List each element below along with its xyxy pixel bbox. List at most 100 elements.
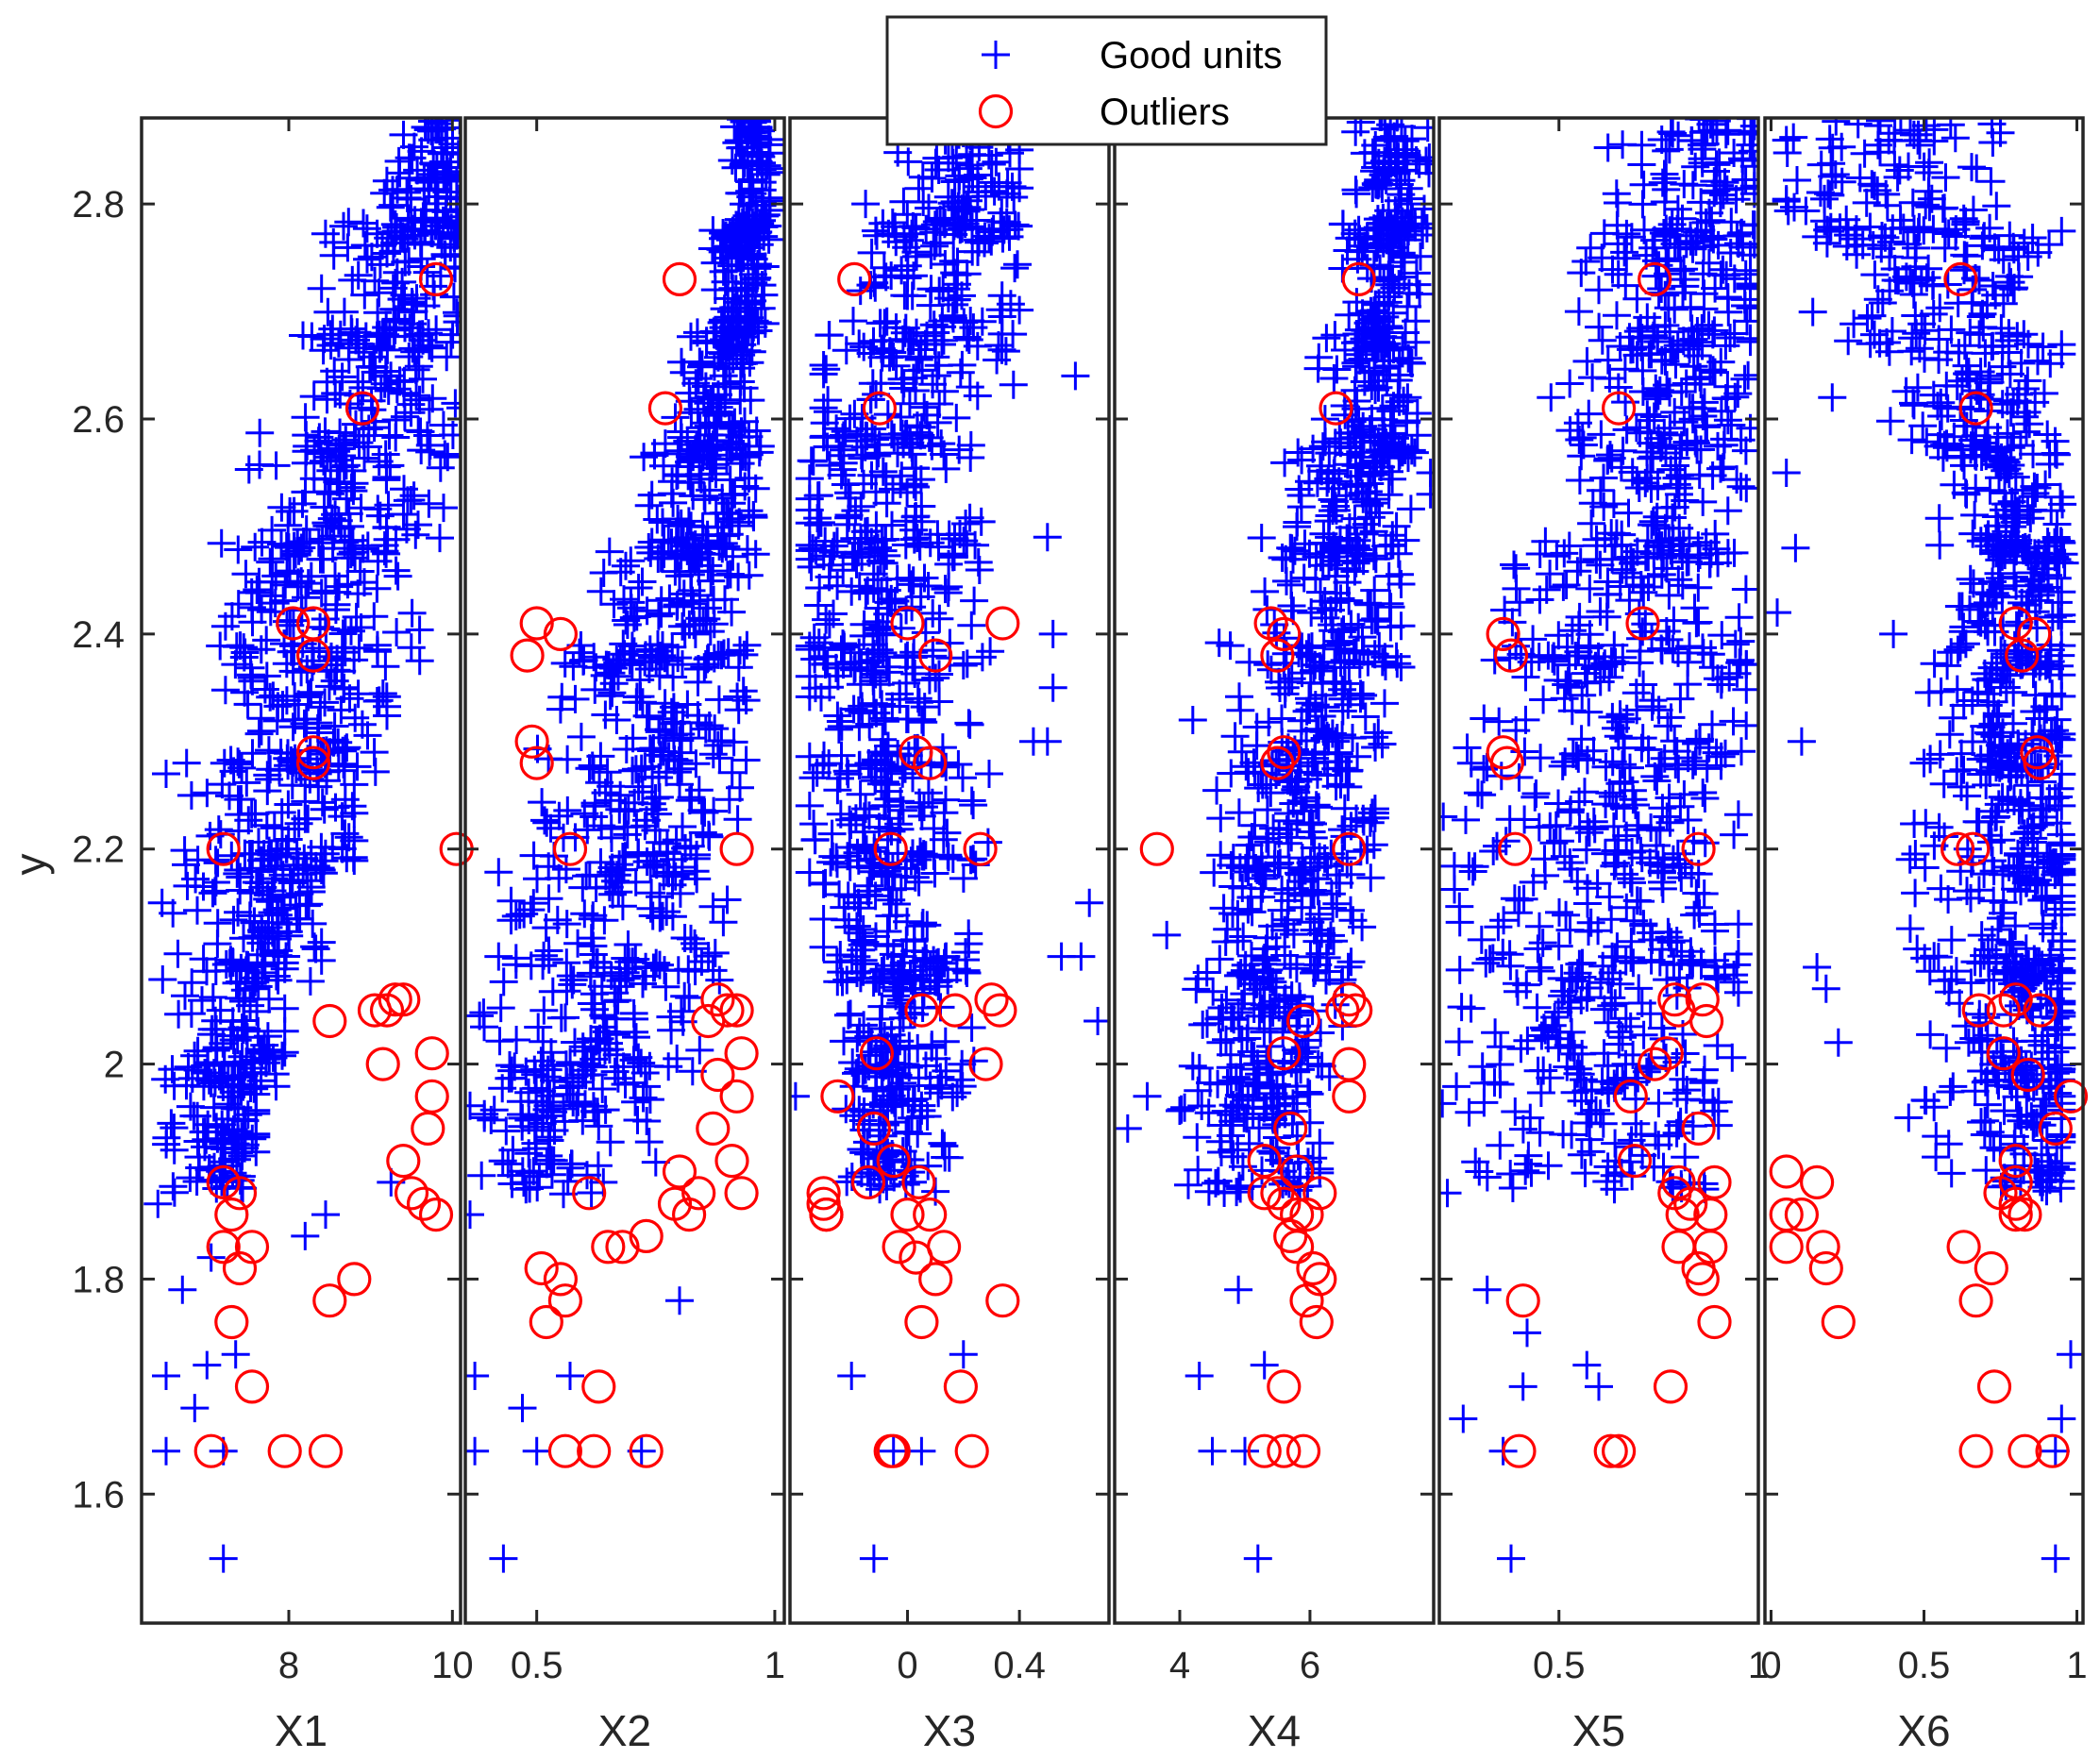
good-unit-marker [224,856,253,884]
good-unit-marker [1636,918,1665,947]
good-unit-marker [922,967,951,997]
good-unit-marker [1202,776,1232,805]
good-unit-marker [742,416,771,445]
good-unit-marker [957,611,986,640]
good-unit-marker [329,749,359,779]
good-unit-marker [946,358,975,387]
good-unit-marker [878,209,907,237]
good-unit-marker [1525,540,1554,568]
good-unit-marker [906,582,935,611]
good-unit-marker [291,1221,320,1250]
good-unit-marker [1639,562,1669,591]
good-unit-marker [1574,917,1603,946]
good-unit-marker [1593,345,1622,375]
outlier-marker [365,1047,400,1081]
good-unit-marker [298,909,328,938]
good-unit-marker [755,154,784,183]
good-unit-marker [1694,248,1723,277]
good-unit-marker [1360,337,1389,366]
good-unit-marker [1178,706,1207,734]
good-unit-marker [921,148,950,177]
good-unit-marker [443,301,461,330]
good-unit-marker [1708,453,1738,481]
good-unit-marker [1701,916,1729,946]
outlier-marker [1267,1433,1302,1468]
good-unit-marker [1597,905,1626,934]
good-unit-marker [709,908,738,937]
good-unit-marker [1529,685,1558,714]
good-unit-marker [736,386,765,415]
good-unit-marker [1061,361,1090,391]
good-unit-marker [502,1026,531,1054]
good-unit-marker [1612,893,1641,922]
good-unit-marker [1688,779,1718,807]
good-unit-marker [1334,952,1363,981]
good-unit-marker [1677,314,1706,343]
good-unit-marker [1300,915,1329,945]
good-unit-marker [1590,649,1620,678]
good-unit-marker [160,1135,189,1164]
good-unit-marker [1606,707,1635,736]
good-unit-marker [1447,993,1476,1022]
good-unit-marker [1648,794,1677,823]
good-unit-marker [263,965,293,995]
good-unit-marker [1003,250,1032,279]
good-unit-marker [1647,275,1676,303]
good-unit-marker [183,846,212,875]
good-unit-marker [1635,406,1664,435]
good-unit-marker [268,861,297,890]
good-unit-marker [962,206,991,235]
good-unit-marker [1723,379,1753,409]
good-unit-marker [1635,340,1664,369]
good-unit-marker [152,1436,180,1466]
good-unit-marker [928,330,956,359]
good-unit-marker [241,532,270,561]
good-unit-marker [1618,776,1647,805]
outlier-marker [543,1262,579,1297]
good-unit-marker [206,996,235,1025]
good-unit-marker [667,347,696,377]
good-unit-marker [311,219,340,248]
good-unit-marker [484,942,513,971]
good-unit-marker [258,515,287,544]
good-unit-marker [595,537,624,566]
good-unit-marker [1463,779,1492,808]
good-unit-marker [1481,1018,1510,1047]
good-unit-marker [446,162,461,192]
good-unit-marker [870,704,899,733]
good-unit-marker [347,710,377,739]
good-unit-marker [246,716,276,745]
good-unit-marker [1571,835,1601,864]
good-unit-marker [1642,384,1671,413]
good-unit-marker [1662,1118,1691,1148]
good-unit-marker [344,633,374,662]
good-unit-marker [1178,1051,1207,1081]
good-unit-marker [1571,247,1601,276]
outlier-marker [1267,616,1302,652]
good-unit-marker [1496,1160,1525,1188]
good-unit-marker [376,193,405,222]
good-unit-marker [580,675,610,704]
good-unit-marker [1405,279,1434,309]
good-unit-marker [630,752,660,781]
outlier-marker [700,1057,735,1093]
good-unit-marker [177,968,207,997]
good-unit-marker [1229,922,1258,951]
good-unit-marker [1115,1114,1142,1143]
good-unit-marker [866,738,896,766]
outlier-marker [1267,1036,1302,1071]
good-unit-marker [372,513,401,543]
good-unit-marker [300,436,329,465]
good-unit-marker [1682,729,1711,758]
good-unit-marker [1299,810,1327,838]
good-unit-marker [543,905,572,934]
good-unit-marker [205,1062,234,1091]
outlier-marker [581,1369,616,1404]
good-unit-marker [522,1436,551,1466]
good-unit-marker [1514,1149,1542,1179]
good-unit-marker [383,561,412,591]
good-unit-marker [616,588,646,617]
good-unit-marker [1536,560,1565,589]
good-unit-marker [1293,758,1322,787]
